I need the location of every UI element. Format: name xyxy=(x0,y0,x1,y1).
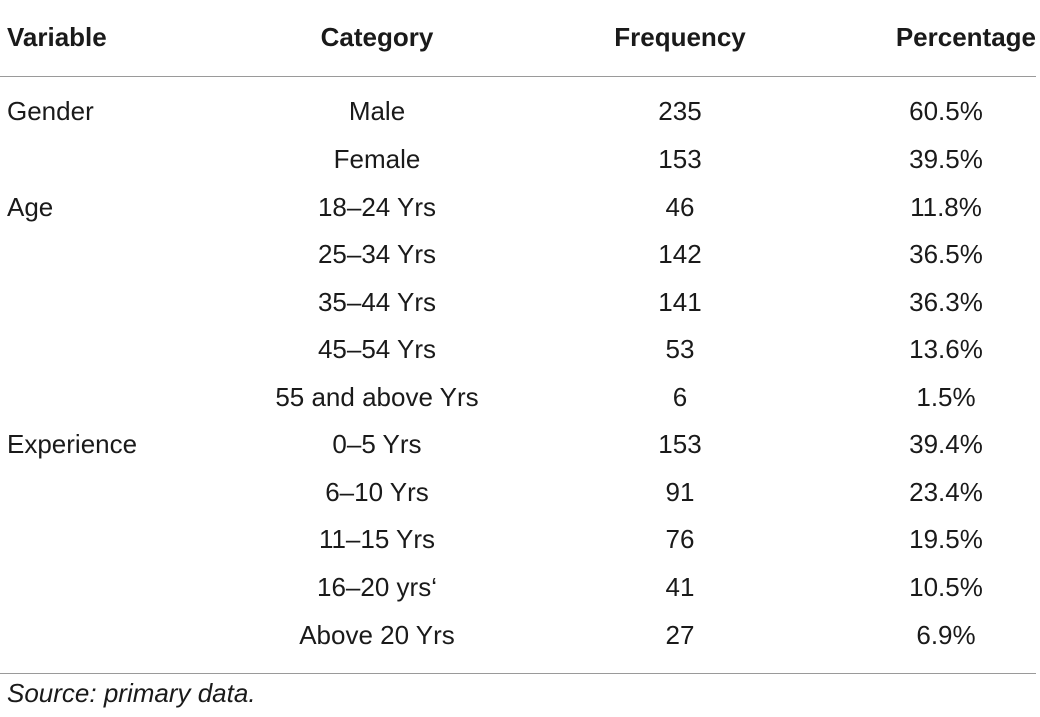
cell-variable xyxy=(0,136,200,184)
cell-category: 0–5 Yrs xyxy=(332,429,422,460)
header-frequency: Frequency xyxy=(554,0,806,77)
table-row: Gender Male 235 60.5% xyxy=(0,76,1036,136)
cell-percentage: 36.5% xyxy=(909,239,983,270)
cell-category: 11–15 Yrs xyxy=(318,524,436,555)
cell-percentage: 11.8% xyxy=(910,191,982,222)
header-percentage: Percentage xyxy=(806,0,1036,77)
cell-percentage: 23.4% xyxy=(909,476,983,507)
cell-category: Above 20 Yrs xyxy=(200,611,554,674)
demographics-table-container: Variable Category Frequency Percentage G… xyxy=(0,0,1036,674)
cell-percentage: 10.5% xyxy=(909,571,983,602)
source-note: Source: primary data. xyxy=(7,678,256,708)
table-row: 55 and above Yrs 6 1.5% xyxy=(0,374,1036,422)
cell-variable xyxy=(0,231,200,279)
cell-frequency: 53 xyxy=(665,334,695,365)
table-row: Age 18–24 Yrs 46 11.8% xyxy=(0,184,1036,232)
demographics-table: Variable Category Frequency Percentage G… xyxy=(0,0,1036,674)
cell-frequency: 141 xyxy=(658,286,702,317)
cell-frequency: 41 xyxy=(665,571,695,602)
cell-variable: Gender xyxy=(7,95,94,126)
table-row: 25–34 Yrs 142 36.5% xyxy=(0,231,1036,279)
cell-percentage: 36.3% xyxy=(909,286,983,317)
cell-variable xyxy=(0,516,200,564)
cell-category: Female xyxy=(333,144,421,175)
cell-category: 18–24 Yrs xyxy=(317,191,437,222)
cell-frequency: 153 xyxy=(658,144,702,175)
cell-percentage: 60.5% xyxy=(909,95,983,126)
cell-frequency: 27 xyxy=(554,611,806,674)
cell-category: 35–44 Yrs xyxy=(317,286,437,317)
table-row: Experience 0–5 Yrs 153 39.4% xyxy=(0,421,1036,469)
cell-variable xyxy=(0,611,200,674)
cell-percentage: 39.5% xyxy=(909,144,983,175)
cell-frequency: 235 xyxy=(658,95,702,126)
cell-category: Male xyxy=(348,95,406,126)
cell-percentage: 39.4% xyxy=(909,429,983,460)
table-row: 11–15 Yrs 76 19.5% xyxy=(0,516,1036,564)
cell-frequency: 46 xyxy=(665,191,695,222)
table-row: 35–44 Yrs 141 36.3% xyxy=(0,279,1036,327)
cell-frequency: 153 xyxy=(658,429,702,460)
cell-percentage: 19.5% xyxy=(909,524,983,555)
cell-category: 6–10 Yrs xyxy=(325,476,429,507)
cell-percentage: 6.9% xyxy=(806,611,1036,674)
table-row: Female 153 39.5% xyxy=(0,136,1036,184)
cell-category: 45–54 Yrs xyxy=(317,334,437,365)
table-row: 16–20 yrs‘ 41 10.5% xyxy=(0,564,1036,612)
cell-percentage: 1.5% xyxy=(916,381,976,412)
cell-frequency: 142 xyxy=(658,239,702,270)
cell-variable xyxy=(0,374,200,422)
cell-variable: Experience xyxy=(7,429,138,460)
cell-variable xyxy=(0,326,200,374)
table-row: 6–10 Yrs 91 23.4% xyxy=(0,469,1036,517)
table-header-row: Variable Category Frequency Percentage xyxy=(0,0,1036,77)
header-category: Category xyxy=(200,0,554,77)
cell-frequency: 76 xyxy=(665,524,695,555)
cell-category: 25–34 Yrs xyxy=(317,239,437,270)
cell-category: 55 and above Yrs xyxy=(275,381,479,412)
cell-frequency: 91 xyxy=(665,476,695,507)
cell-variable xyxy=(0,564,200,612)
cell-variable xyxy=(0,279,200,327)
cell-variable xyxy=(0,469,200,517)
cell-category: 16–20 yrs‘ xyxy=(317,571,437,602)
header-variable: Variable xyxy=(0,0,200,77)
cell-percentage: 13.6% xyxy=(909,334,983,365)
cell-variable: Age xyxy=(7,191,54,222)
table-row: 45–54 Yrs 53 13.6% xyxy=(0,326,1036,374)
cell-frequency: 6 xyxy=(672,381,688,412)
table-row: Above 20 Yrs 27 6.9% xyxy=(0,611,1036,674)
